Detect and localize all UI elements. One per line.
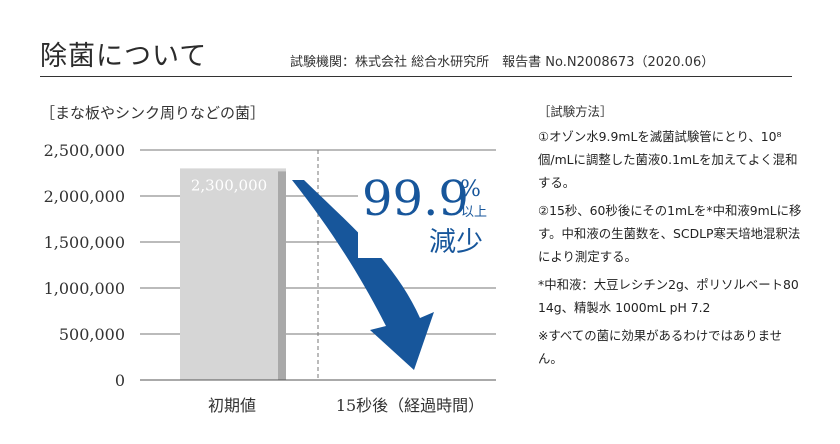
annotation-backdrop	[358, 168, 498, 258]
reduction-qualifier: 以上	[461, 205, 487, 220]
reduction-arrow	[292, 180, 434, 370]
reduction-label: 減少	[429, 227, 483, 258]
title-divider	[40, 76, 792, 77]
x-category-label: 15秒後（経過時間）	[336, 396, 484, 415]
y-tick-label: 2,000,000	[44, 187, 125, 206]
reduction-percent-sign: %	[460, 177, 481, 202]
method-step-2: ②15秒、60秒後にその1mLを*中和液9mLに移す。中和液の生菌数を、SCDL…	[538, 203, 802, 264]
x-category-label: 初期値	[208, 396, 256, 415]
disclaimer-note: ※すべての菌に効果があるわけではありません。	[538, 328, 783, 366]
neutralizer-note: *中和液：大豆レシチン2g、ポリソルベート80 14g、精製水 1000mL p…	[538, 277, 799, 315]
bar-value-label: 2,300,000	[191, 176, 267, 194]
y-tick-label: 500,000	[59, 325, 125, 344]
method-step-1: ①オゾン水9.9mLを滅菌試験管にとり、10⁸個/mLに調整した菌液0.1mLを…	[538, 129, 798, 190]
page-title: 除菌について	[40, 41, 208, 72]
y-tick-label: 0	[115, 371, 125, 390]
bar	[180, 168, 286, 380]
reduction-percent: 99.9	[362, 171, 469, 227]
test-source-note: 試験機関：株式会社 総合水研究所 報告書 No.N2008673（2020.06…	[290, 55, 715, 70]
chart-title: ［まな板やシンク周りなどの菌］	[40, 104, 266, 122]
bar-side-shade	[278, 171, 286, 380]
y-tick-label: 1,000,000	[44, 279, 125, 298]
y-tick-label: 1,500,000	[44, 233, 125, 252]
test-method-panel: ［試験方法］ ①オゾン水9.9mLを滅菌試験管にとり、10⁸個/mLに調整した菌…	[538, 100, 803, 375]
method-heading: ［試験方法］	[538, 104, 613, 119]
y-tick-label: 2,500,000	[44, 141, 125, 160]
